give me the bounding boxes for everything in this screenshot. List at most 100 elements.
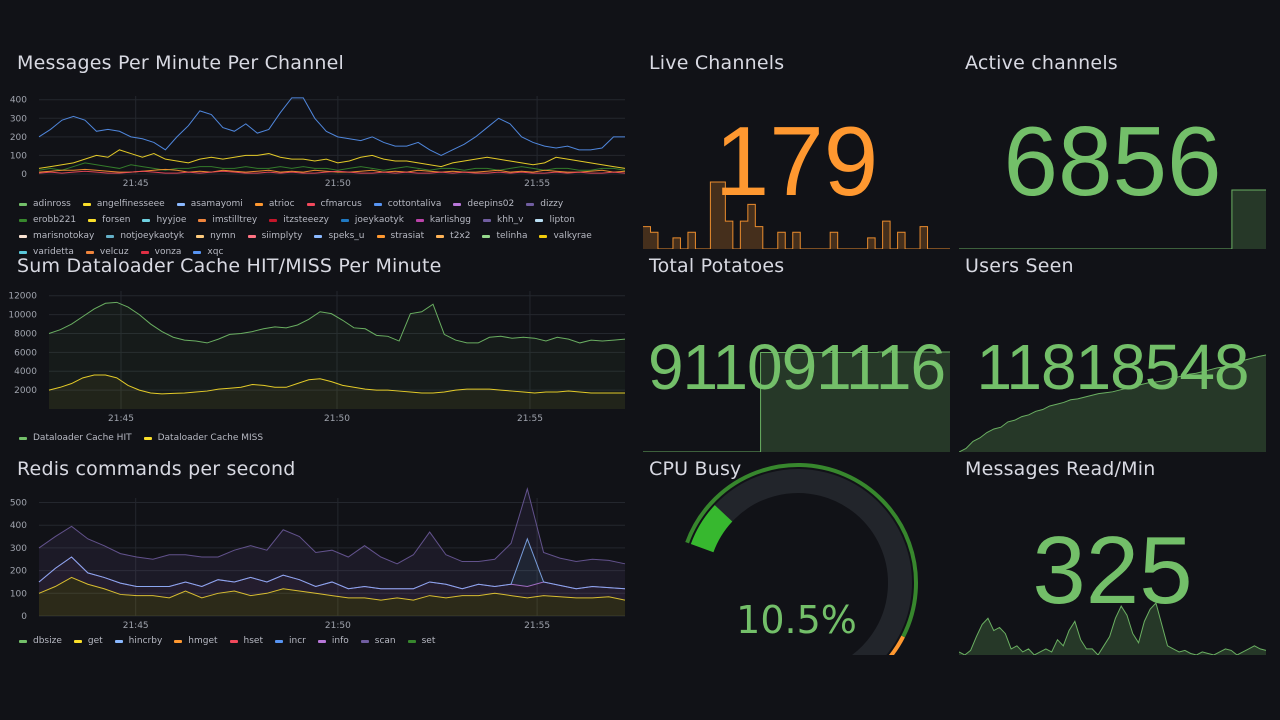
legend-item[interactable]: velcuz — [85, 244, 129, 260]
legend-item[interactable]: deepins02 — [453, 196, 514, 212]
panel-dataloader-cache[interactable]: Sum Dataloader Cache HIT/MISS Per Minute… — [8, 255, 629, 450]
x-tick-label: 21:45 — [123, 621, 149, 631]
legend-item[interactable]: cottontaliva — [373, 196, 442, 212]
legend-swatch — [373, 202, 382, 206]
gauge-value: 10.5% — [736, 598, 857, 642]
panel-title: Active channels — [965, 52, 1118, 74]
legend-item[interactable]: telinha — [482, 228, 527, 244]
legend-item[interactable]: atrioc — [254, 196, 295, 212]
y-tick-label: 2000 — [14, 386, 37, 396]
legend-label: t2x2 — [450, 231, 471, 241]
legend-label: incr — [289, 636, 306, 646]
legend-swatch — [317, 639, 326, 643]
legend-label: marisnotokay — [33, 231, 95, 241]
legend-item[interactable]: marisnotokay — [19, 228, 94, 244]
y-tick-label: 12000 — [8, 292, 37, 302]
panel-title: Messages Read/Min — [965, 458, 1156, 480]
y-tick-label: 100 — [10, 151, 27, 161]
series-line — [38, 170, 626, 174]
legend-item[interactable]: incr — [275, 633, 306, 649]
legend-item[interactable]: hset — [229, 633, 263, 649]
panel-users-seen[interactable]: Users Seen 11818548 — [959, 255, 1266, 452]
legend-label: velcuz — [99, 247, 129, 257]
legend-item[interactable]: xqc — [193, 244, 223, 260]
panel-title: Messages Per Minute Per Channel — [17, 52, 344, 74]
series-area — [39, 577, 625, 616]
legend-swatch — [19, 234, 27, 238]
legend-swatch — [106, 234, 115, 238]
legend-item[interactable]: get — [73, 633, 103, 649]
legend-swatch — [19, 250, 27, 254]
panel-title: Users Seen — [965, 255, 1074, 277]
legend-item[interactable]: varidetta — [19, 244, 74, 260]
panel-active-channels[interactable]: Active channels 6856 — [959, 52, 1266, 249]
legend-item[interactable]: t2x2 — [436, 228, 470, 244]
legend-label: telinha — [496, 231, 528, 241]
legend-swatch — [407, 639, 416, 643]
legend-item[interactable]: strasiat — [376, 228, 424, 244]
legend-item[interactable]: forsen — [88, 212, 130, 228]
legend-label: set — [421, 636, 436, 646]
panel-messages-per-minute[interactable]: Messages Per Minute Per Channel 0 100 200 3… — [10, 52, 629, 257]
legend-item[interactable]: asamayomi — [176, 196, 243, 212]
legend-item[interactable]: itzsteeezy — [269, 212, 329, 228]
legend-item[interactable]: notjoeykaotyk — [106, 228, 184, 244]
legend-item[interactable]: scan — [360, 633, 396, 649]
legend-item[interactable]: speks_u — [314, 228, 365, 244]
legend-swatch — [193, 250, 202, 254]
x-tick-label: 21:50 — [325, 621, 351, 631]
legend-item[interactable]: set — [407, 633, 436, 649]
legend-item[interactable]: dizzy — [526, 196, 563, 212]
legend-item[interactable]: erobb221 — [19, 212, 76, 228]
legend-item[interactable]: hyyjoe — [142, 212, 186, 228]
legend-item[interactable]: vonza — [140, 244, 181, 260]
legend-swatch — [535, 218, 544, 222]
legend-item[interactable]: lipton — [535, 212, 575, 228]
legend-item[interactable]: hincrby — [114, 633, 162, 649]
y-tick-label: 100 — [10, 589, 27, 599]
legend-item[interactable]: cfmarcus — [306, 196, 362, 212]
legend-item[interactable]: info — [317, 633, 349, 649]
legend-item[interactable]: khh_v — [483, 212, 523, 228]
chart-area[interactable]: 2000 4000 6000 8000 10000 12000 21:45 21:50 21:5… — [8, 287, 629, 427]
panel-messages-read[interactable]: Messages Read/Min 325 — [959, 458, 1266, 655]
panel-cpu-busy[interactable]: CPU Busy 10.5% — [643, 458, 950, 655]
y-tick-label: 300 — [10, 544, 27, 554]
legend-item[interactable]: imstilltrey — [198, 212, 257, 228]
chart-area[interactable]: 0 100 200 300 400 500 21:45 21:50 21:55 — [10, 487, 629, 631]
legend-item[interactable]: dbsize — [19, 633, 62, 649]
legend-swatch — [19, 218, 27, 222]
legend-label: varidetta — [33, 247, 74, 257]
legend-label: xqc — [207, 247, 224, 257]
series-area — [39, 488, 625, 589]
legend-item[interactable]: angelfinesseee — [82, 196, 165, 212]
legend-item[interactable]: Dataloader Cache MISS — [143, 430, 263, 446]
legend-item[interactable]: valkyrae — [539, 228, 592, 244]
panel-title: Total Potatoes — [649, 255, 785, 277]
live-channels-sparkline — [643, 181, 950, 249]
legend-item[interactable]: siimplyty — [247, 228, 302, 244]
stat-value: 325 — [1032, 517, 1193, 624]
legend-swatch — [19, 436, 27, 440]
panel-redis-commands[interactable]: Redis commands per second 0 100 200 300 400 5… — [10, 458, 629, 653]
legend-item[interactable]: joeykaotyk — [340, 212, 404, 228]
panel-total-potatoes[interactable]: Total Potatoes 911091116 — [643, 255, 950, 452]
legend-item[interactable]: karlishgg — [415, 212, 471, 228]
legend-label: Dataloader Cache HIT — [33, 433, 132, 443]
legend-swatch — [453, 202, 462, 206]
panel-live-channels[interactable]: Live Channels 179 — [643, 52, 950, 249]
legend-label: cottontaliva — [387, 199, 442, 209]
legend-item[interactable]: hmget — [174, 633, 218, 649]
gauge-track — [690, 469, 912, 655]
cache-chart-svg: 2000 4000 6000 8000 10000 12000 21:45 21:50 21:5… — [8, 291, 626, 424]
legend-item[interactable]: nymn — [196, 228, 236, 244]
y-tick-label: 500 — [10, 499, 27, 509]
legend-item[interactable]: Dataloader Cache HIT — [19, 430, 132, 446]
chart-area[interactable]: 0 100 200 300 400 21:45 21:50 21:55 — [10, 92, 629, 192]
legend-item[interactable]: adinross — [19, 196, 71, 212]
sparkline-line — [959, 354, 1266, 452]
legend-swatch — [306, 202, 315, 206]
legend-label: adinross — [33, 199, 71, 209]
x-tick-label: 21:45 — [108, 414, 134, 424]
legend-swatch — [19, 639, 27, 643]
